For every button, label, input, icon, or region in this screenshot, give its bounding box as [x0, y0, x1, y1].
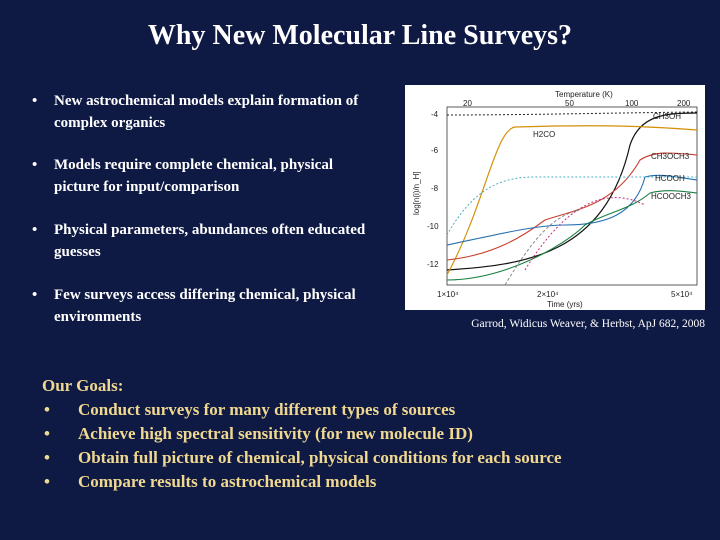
goal-item: • Achieve high spectral sensitivity (for … [42, 422, 702, 446]
curve-ch3oh [446, 112, 698, 271]
bullet-dot: • [32, 222, 38, 238]
goal-item: • Obtain full picture of chemical, physic… [42, 446, 702, 470]
plot-frame [446, 106, 698, 286]
species-label: HCOOCH3 [651, 192, 692, 201]
bullet-list: • New astrochemical models explain format… [30, 90, 370, 328]
bullet-dot: • [44, 424, 50, 443]
y-tick-label: -4 [431, 110, 439, 119]
species-label: CH3OCH3 [651, 152, 690, 161]
x-tick-label: 5×10⁴ [671, 290, 693, 299]
species-label: CH3OH [653, 112, 681, 121]
abundance-plot: Temperature (K) 20 50 100 200 log[n(i)/n… [412, 90, 698, 309]
goals-section: Our Goals: • Conduct surveys for many dif… [42, 374, 702, 494]
bullet-text: New astrochemical models explain formati… [54, 93, 359, 131]
bullet-item: • Few surveys access differing chemical, … [30, 284, 370, 328]
species-label: H2CO [533, 130, 555, 139]
goal-text: Obtain full picture of chemical, physica… [78, 448, 562, 467]
goal-text: Compare results to astrochemical models [78, 472, 377, 491]
bullet-text: Physical parameters, abundances often ed… [54, 222, 366, 260]
y-tick-label: -10 [427, 222, 439, 231]
goal-item: • Compare results to astrochemical models [42, 470, 702, 494]
y-tick-label: -6 [431, 146, 439, 155]
bullet-item: • Physical parameters, abundances often e… [30, 219, 370, 263]
goal-text: Achieve high spectral sensitivity (for n… [78, 424, 473, 443]
y-tick-label: -12 [427, 260, 439, 269]
goal-text: Conduct surveys for many different types… [78, 400, 456, 419]
curve-gray-dashed [504, 209, 581, 286]
top-tick-label: 50 [565, 99, 574, 108]
bullet-dot: • [44, 400, 50, 419]
x-tick-label: 2×10⁴ [537, 290, 559, 299]
curve-hcooch3 [446, 190, 698, 281]
top-tick-label: 200 [677, 99, 691, 108]
bullet-dot: • [32, 157, 38, 173]
bullet-dot: • [32, 93, 38, 109]
curve-h2co [446, 125, 698, 276]
bullet-item: • New astrochemical models explain format… [30, 90, 370, 134]
chemical-model-figure: Temperature (K) 20 50 100 200 log[n(i)/n… [405, 85, 705, 310]
curve-magenta-dotted [524, 197, 646, 271]
slide-title: Why New Molecular Line Surveys? [147, 20, 573, 51]
bullet-item: • Models require complete chemical, physi… [30, 154, 370, 198]
species-label: HCOOH [655, 174, 685, 183]
bullet-dot: • [32, 287, 38, 303]
bullet-dot: • [44, 472, 50, 491]
bullet-dot: • [44, 448, 50, 467]
goal-item: • Conduct surveys for many different type… [42, 398, 702, 422]
curve-ch3oh-dotted [446, 111, 698, 116]
y-axis-label: log[n(i)/n_H] [412, 171, 421, 215]
top-tick-label: 100 [625, 99, 639, 108]
top-axis-label: Temperature (K) [555, 90, 613, 99]
goals-list: • Conduct surveys for many different type… [42, 398, 702, 494]
x-axis-label: Time (yrs) [547, 300, 583, 309]
bullet-text: Few surveys access differing chemical, p… [54, 287, 356, 325]
curve-ch3och3 [446, 152, 698, 261]
goals-title: Our Goals: [42, 376, 124, 395]
bullet-text: Models require complete chemical, physic… [54, 157, 333, 195]
top-tick-label: 20 [463, 99, 472, 108]
x-tick-label: 1×10⁴ [437, 290, 459, 299]
y-tick-label: -8 [431, 184, 439, 193]
curve-hcooh [446, 174, 698, 246]
figure-caption: Garrod, Widicus Weaver, & Herbst, ApJ 68… [471, 318, 705, 330]
